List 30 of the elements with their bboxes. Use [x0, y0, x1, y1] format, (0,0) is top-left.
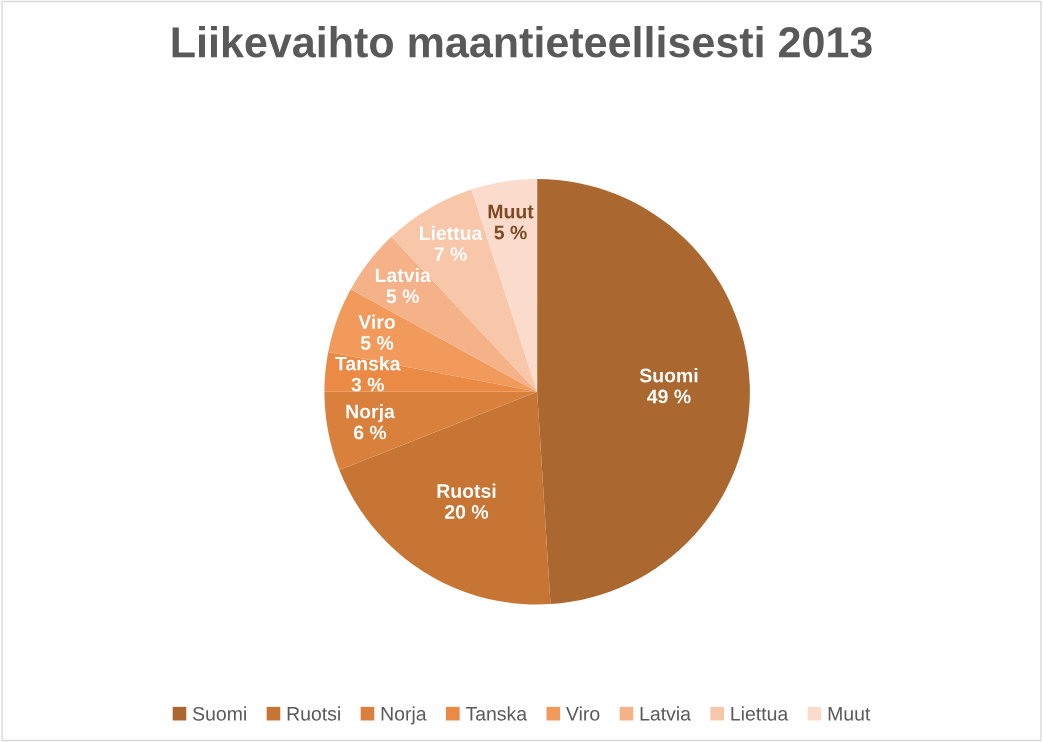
- legend-label: Muut: [828, 707, 871, 721]
- legend-label: Latvia: [640, 706, 691, 721]
- data-label: 20 %: [444, 505, 489, 519]
- pie-slice: [537, 179, 750, 605]
- slice-label: Norja: [346, 404, 395, 423]
- slice-label: Latvia: [375, 267, 431, 283]
- pie-slice: [328, 289, 538, 392]
- legend-label: Norja: [381, 706, 427, 725]
- data-label: 6 %: [353, 425, 387, 440]
- data-label: 5 %: [494, 225, 527, 240]
- pie-slice: [324, 391, 538, 471]
- pie-slice: [324, 351, 538, 392]
- data-label: 49 %: [647, 389, 691, 404]
- data-label: 3 %: [351, 377, 384, 392]
- slice-label: Viro: [358, 314, 395, 329]
- legend-label: Tanska: [465, 706, 528, 721]
- data-label: 5 %: [360, 336, 394, 350]
- slice-label: Tanska: [335, 356, 401, 371]
- legend-label: Ruotsi: [287, 706, 340, 721]
- legend-label: Liettua: [731, 706, 789, 721]
- slice-label: Muut: [488, 204, 534, 219]
- slice-label: Suomi: [639, 368, 698, 383]
- data-label: 5 %: [386, 289, 419, 304]
- slice-label: Liettua: [419, 225, 483, 241]
- pie-slice: [339, 391, 551, 605]
- slice-label: Ruotsi: [437, 483, 496, 498]
- data-label: 7 %: [434, 247, 467, 261]
- legend-label: Suomi: [192, 706, 246, 721]
- chart-title: Liikevaihto maantieteellisesti 2013: [172, 25, 872, 58]
- legend-label: Viro: [566, 706, 600, 721]
